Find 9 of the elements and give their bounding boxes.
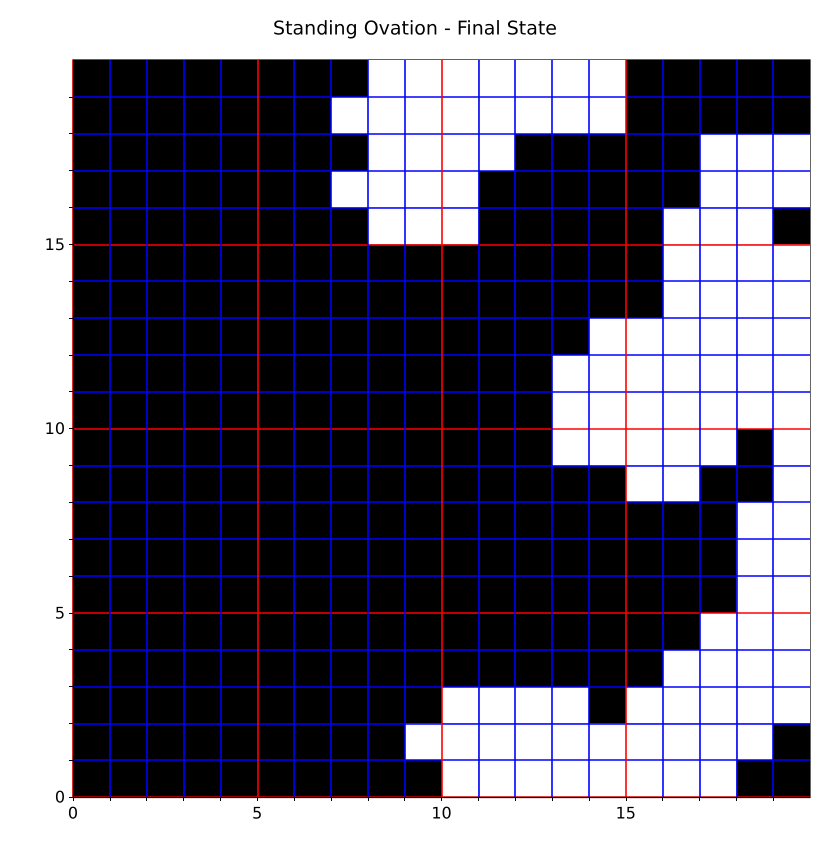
x-tick-label: 0: [68, 804, 78, 822]
x-tick-label: 10: [431, 804, 452, 822]
x-tick-label: 15: [616, 804, 636, 822]
y-tick-label: 0: [54, 788, 65, 806]
y-tick-label: 15: [44, 234, 65, 254]
y-tick-label: 10: [44, 419, 65, 438]
x-tick-label: 5: [252, 804, 262, 822]
y-tick-label: 5: [54, 603, 65, 622]
chart-title: Standing Ovation - Final State: [273, 18, 557, 40]
